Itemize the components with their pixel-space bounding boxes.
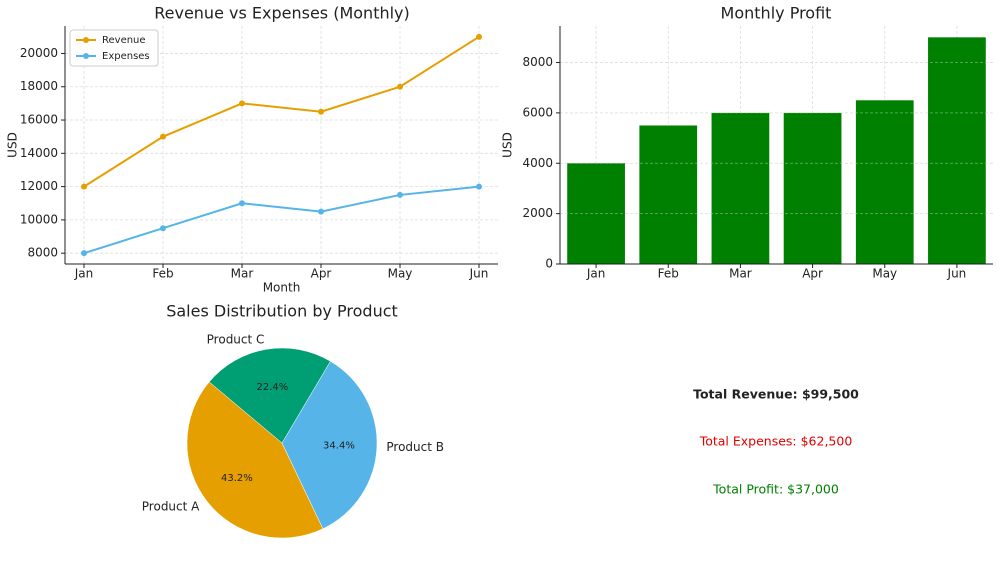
x-tick-label: Jan [586,267,606,281]
marker [160,133,166,140]
slice-percent: 43.2% [221,473,253,484]
slice-label: Product A [142,499,200,513]
pie-slice [186,381,324,539]
x-tick-label: Mar [231,267,254,281]
legend-label: Revenue [102,35,146,46]
slice-label: Product B [386,440,444,454]
chart-title: Monthly Profit [721,4,832,23]
marker [397,83,403,90]
x-tick-label: Feb [658,267,679,281]
marker [160,225,166,232]
y-tick-label: 4000 [522,156,553,170]
legend-marker [83,53,89,59]
y-tick-label: 20000 [20,46,58,60]
total-revenue: Total Revenue: $99,500 [693,387,859,402]
bar [928,37,986,265]
x-tick-label: Apr [802,267,823,281]
y-tick-label: 8000 [27,246,58,260]
x-tick-label: Jun [469,267,489,281]
y-tick-label: 12000 [20,179,58,193]
marker [81,183,87,190]
marker [476,183,482,190]
total-profit: Total Profit: $37,000 [712,482,839,497]
x-tick-label: May [872,267,897,281]
x-tick-label: Feb [152,267,173,281]
bar [855,100,914,264]
marker [81,250,87,257]
marker [318,208,324,215]
pie-slice [208,347,331,444]
total-expenses: Total Expenses: $62,500 [699,434,853,449]
x-tick-label: Mar [729,267,752,281]
y-tick-label: 2000 [522,206,553,220]
slice-percent: 22.4% [257,382,289,393]
x-tick-label: Apr [311,267,332,281]
y-tick-label: 10000 [20,212,58,226]
y-axis-label: USD [6,132,20,158]
y-tick-label: 0 [545,257,553,271]
y-axis-label: USD [501,132,515,158]
slice-percent: 34.4% [323,441,355,452]
chart-title: Sales Distribution by Product [166,302,398,321]
line [83,185,480,255]
marker [239,100,245,107]
x-tick-label: Jun [947,267,967,281]
y-tick-label: 14000 [20,146,58,160]
bar [639,125,698,265]
y-tick-label: 8000 [522,55,553,69]
y-tick-label: 18000 [20,79,58,93]
x-tick-label: May [388,267,413,281]
marker [318,108,324,115]
x-tick-label: Jan [74,267,94,281]
marker [239,200,245,207]
y-tick-label: 6000 [522,105,553,119]
x-axis-label: Month [263,281,301,295]
legend-label: Expenses [102,51,150,62]
line [83,35,480,188]
slice-label: Product C [207,332,265,346]
marker [397,191,403,198]
marker [476,33,482,40]
legend-marker [83,37,89,43]
bar [783,112,842,264]
bar [711,112,770,264]
y-tick-label: 16000 [20,113,58,127]
chart-title: Revenue vs Expenses (Monthly) [154,4,410,23]
